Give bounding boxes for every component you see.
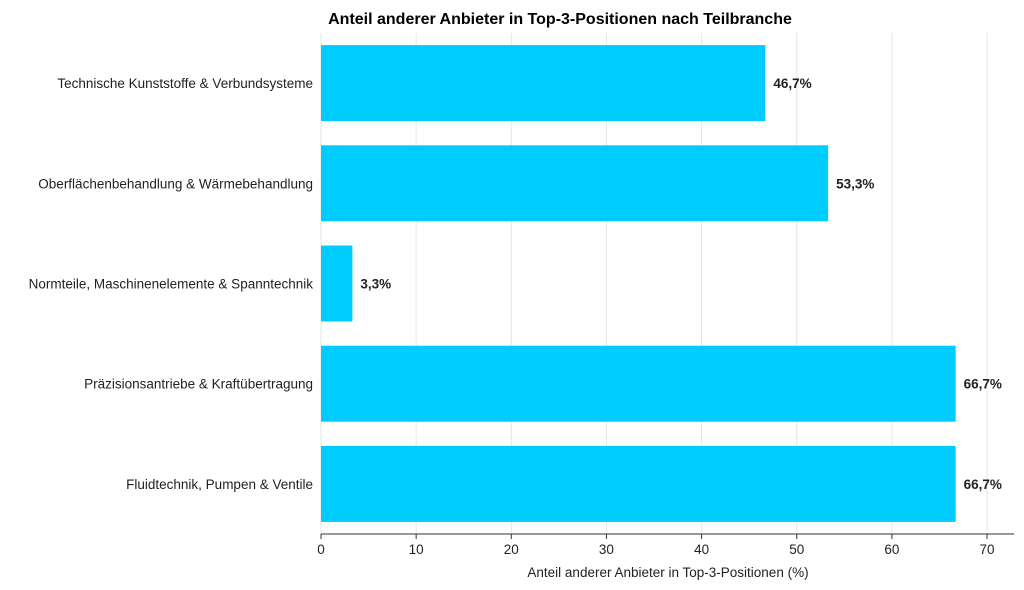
data-labels: 46,7% 53,3% 3,3% 66,7% 66,7% — [360, 76, 1002, 492]
x-axis-title: Anteil anderer Anbieter in Top-3-Positio… — [527, 565, 808, 580]
category-label-0: Technische Kunststoffe & Verbundsysteme — [57, 76, 313, 91]
bars — [321, 45, 956, 522]
category-label-4: Fluidtechnik, Pumpen & Ventile — [126, 477, 313, 492]
data-label-3: 66,7% — [964, 377, 1002, 392]
bar-1 — [321, 145, 829, 222]
x-tick-label-5: 50 — [789, 542, 804, 557]
bar-2 — [321, 245, 353, 322]
bar-3 — [321, 345, 956, 422]
x-tick-label-6: 60 — [884, 542, 899, 557]
x-tick-label-2: 20 — [504, 542, 519, 557]
category-label-3: Präzisionsantriebe & Kraftübertragung — [84, 377, 313, 392]
data-label-0: 46,7% — [773, 76, 811, 91]
x-tick-label-1: 10 — [409, 542, 424, 557]
data-label-1: 53,3% — [836, 176, 874, 191]
bar-0 — [321, 45, 766, 122]
x-tick-label-0: 0 — [317, 542, 325, 557]
x-tick-label-3: 30 — [599, 542, 614, 557]
category-labels: Technische Kunststoffe & Verbundsysteme O… — [29, 76, 314, 492]
x-tick-label-7: 70 — [980, 542, 995, 557]
x-tick-label-4: 40 — [694, 542, 709, 557]
category-label-2: Normteile, Maschinenelemente & Spanntech… — [29, 277, 314, 292]
data-label-2: 3,3% — [360, 277, 391, 292]
category-label-1: Oberflächenbehandlung & Wärmebehandlung — [38, 176, 313, 191]
bar-4 — [321, 445, 956, 522]
x-axis: 0 10 20 30 40 50 60 70 — [317, 533, 1014, 557]
data-label-4: 66,7% — [964, 477, 1002, 492]
chart-title: Anteil anderer Anbieter in Top-3-Positio… — [328, 11, 792, 28]
